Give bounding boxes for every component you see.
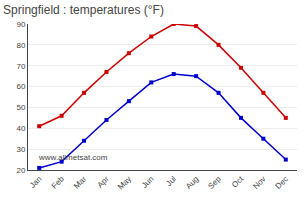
svg-text:Oct: Oct — [230, 174, 246, 190]
svg-text:May: May — [116, 174, 133, 191]
svg-text:Dec: Dec — [274, 174, 290, 190]
svg-text:60: 60 — [16, 82, 25, 91]
svg-text:40: 40 — [16, 124, 25, 133]
svg-text:www.allmetsat.com: www.allmetsat.com — [38, 153, 108, 162]
svg-text:30: 30 — [16, 145, 25, 154]
svg-text:90: 90 — [16, 20, 25, 29]
svg-text:Jul: Jul — [164, 174, 178, 188]
svg-text:Sep: Sep — [206, 174, 223, 191]
svg-text:20: 20 — [16, 166, 25, 175]
svg-text:Jan: Jan — [28, 174, 43, 189]
svg-text:Mar: Mar — [72, 174, 88, 190]
svg-text:Aug: Aug — [184, 174, 200, 190]
svg-text:50: 50 — [16, 103, 25, 112]
svg-text:Springfield : temperatures (°F: Springfield : temperatures (°F) — [3, 3, 164, 17]
svg-text:Apr: Apr — [96, 174, 111, 189]
svg-text:Jun: Jun — [140, 174, 155, 189]
svg-text:Nov: Nov — [251, 174, 267, 190]
svg-text:70: 70 — [16, 62, 25, 71]
svg-text:Feb: Feb — [50, 174, 67, 191]
svg-text:80: 80 — [16, 41, 25, 50]
